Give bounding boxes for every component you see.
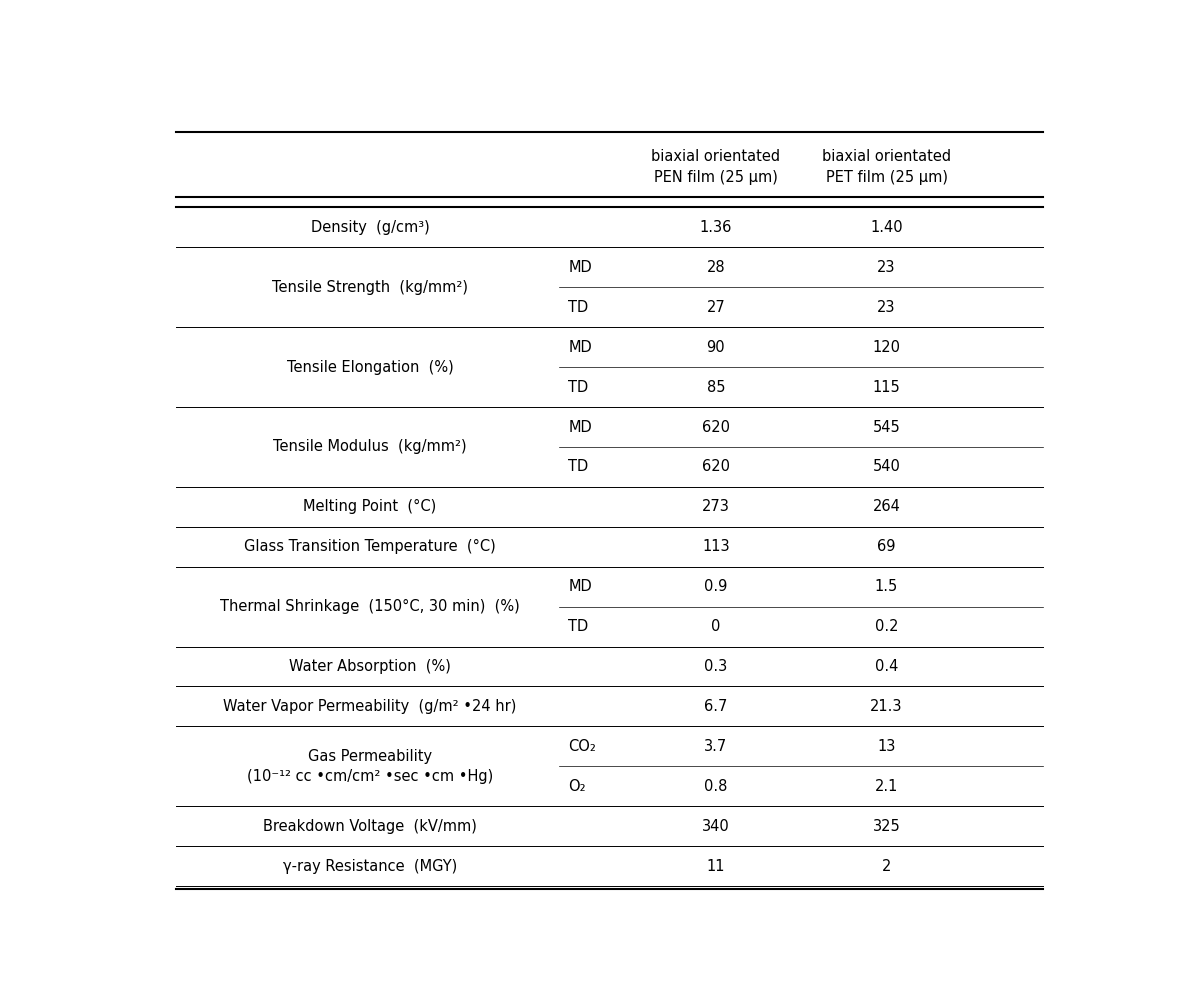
Text: 23: 23 xyxy=(877,300,896,315)
Text: Water Vapor Permeability  (g/m² •24 hr): Water Vapor Permeability (g/m² •24 hr) xyxy=(224,699,516,714)
Text: O₂: O₂ xyxy=(569,779,585,794)
Text: MD: MD xyxy=(569,579,593,595)
Text: 1.40: 1.40 xyxy=(870,220,903,235)
Text: 340: 340 xyxy=(702,819,729,834)
Text: Tensile Strength  (kg/mm²): Tensile Strength (kg/mm²) xyxy=(273,280,468,295)
Text: 0.4: 0.4 xyxy=(875,659,898,674)
Text: Gas Permeability
(10⁻¹² cc •cm/cm² •sec •cm •Hg): Gas Permeability (10⁻¹² cc •cm/cm² •sec … xyxy=(248,748,493,784)
Text: 325: 325 xyxy=(872,819,901,834)
Text: 90: 90 xyxy=(707,340,725,355)
Text: MD: MD xyxy=(569,420,593,435)
Text: Thermal Shrinkage  (150°C, 30 min)  (%): Thermal Shrinkage (150°C, 30 min) (%) xyxy=(220,600,520,614)
Text: biaxial orientated
PEN film (25 μm): biaxial orientated PEN film (25 μm) xyxy=(651,149,781,185)
Text: 540: 540 xyxy=(872,460,901,475)
Text: 23: 23 xyxy=(877,260,896,275)
Text: TD: TD xyxy=(569,619,589,634)
Text: 620: 620 xyxy=(702,460,729,475)
Text: 0.8: 0.8 xyxy=(704,779,727,794)
Text: 264: 264 xyxy=(872,499,901,514)
Text: 69: 69 xyxy=(877,539,896,554)
Text: MD: MD xyxy=(569,260,593,275)
Text: Breakdown Voltage  (kV/mm): Breakdown Voltage (kV/mm) xyxy=(263,819,477,834)
Text: 11: 11 xyxy=(707,858,725,873)
Text: 113: 113 xyxy=(702,539,729,554)
Text: 0.9: 0.9 xyxy=(704,579,727,595)
Text: 2: 2 xyxy=(882,858,891,873)
Text: Melting Point  (°C): Melting Point (°C) xyxy=(303,499,437,514)
Text: TD: TD xyxy=(569,300,589,315)
Text: Density  (g/cm³): Density (g/cm³) xyxy=(311,220,430,235)
Text: 115: 115 xyxy=(872,379,901,394)
Text: TD: TD xyxy=(569,460,589,475)
Text: 545: 545 xyxy=(872,420,901,435)
Text: 1.5: 1.5 xyxy=(875,579,898,595)
Text: biaxial orientated
PET film (25 μm): biaxial orientated PET film (25 μm) xyxy=(822,149,951,185)
Text: 620: 620 xyxy=(702,420,729,435)
Text: 0.3: 0.3 xyxy=(704,659,727,674)
Text: CO₂: CO₂ xyxy=(569,738,596,753)
Text: 28: 28 xyxy=(707,260,725,275)
Text: Tensile Modulus  (kg/mm²): Tensile Modulus (kg/mm²) xyxy=(274,440,466,455)
Text: γ-ray Resistance  (MGY): γ-ray Resistance (MGY) xyxy=(283,858,457,873)
Text: 0: 0 xyxy=(712,619,721,634)
Text: 273: 273 xyxy=(702,499,729,514)
Text: 27: 27 xyxy=(707,300,726,315)
Text: 1.36: 1.36 xyxy=(700,220,732,235)
Text: Tensile Elongation  (%): Tensile Elongation (%) xyxy=(287,359,453,374)
Text: 21.3: 21.3 xyxy=(870,699,903,714)
Text: Water Absorption  (%): Water Absorption (%) xyxy=(289,659,451,674)
Text: TD: TD xyxy=(569,379,589,394)
Text: 3.7: 3.7 xyxy=(704,738,727,753)
Text: 85: 85 xyxy=(707,379,725,394)
Text: Glass Transition Temperature  (°C): Glass Transition Temperature (°C) xyxy=(244,539,496,554)
Text: 2.1: 2.1 xyxy=(875,779,898,794)
Text: 120: 120 xyxy=(872,340,901,355)
Text: MD: MD xyxy=(569,340,593,355)
Text: 13: 13 xyxy=(877,738,896,753)
Text: 0.2: 0.2 xyxy=(875,619,898,634)
Text: 6.7: 6.7 xyxy=(704,699,727,714)
